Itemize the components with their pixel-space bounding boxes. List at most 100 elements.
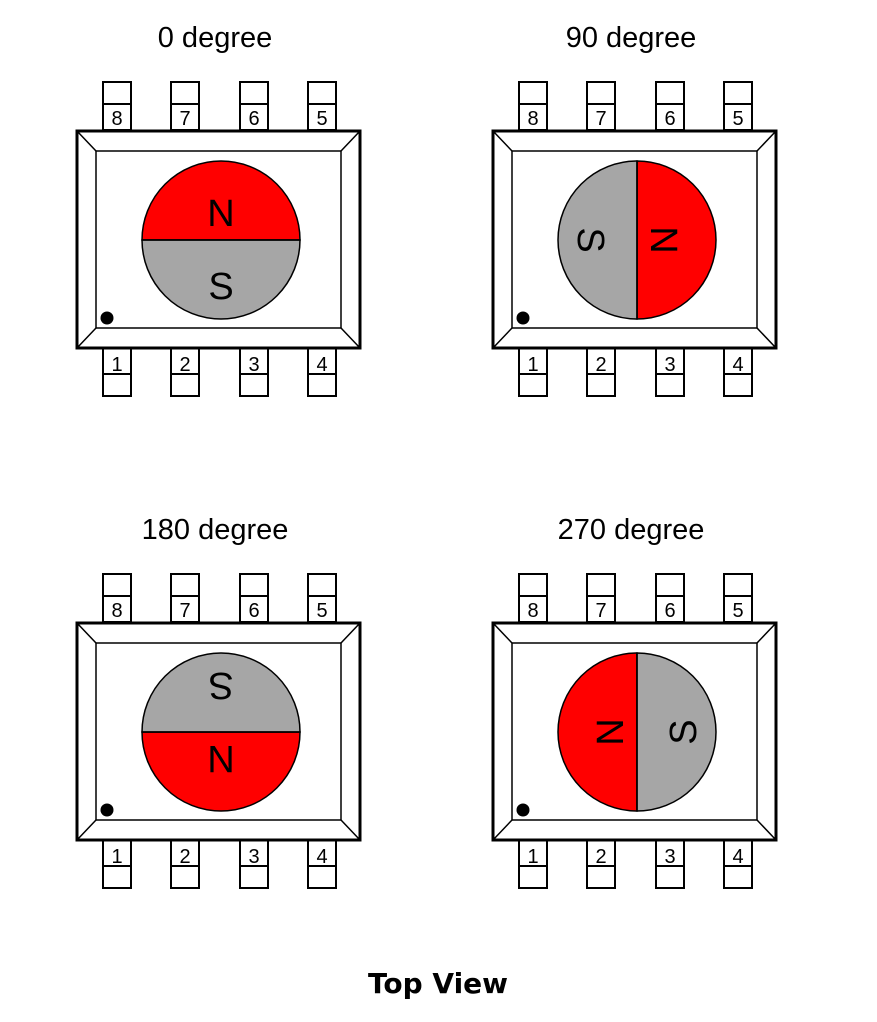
pin-3: 3 xyxy=(239,347,269,397)
pin-1: 1 xyxy=(518,347,548,397)
pin-7: 7 xyxy=(586,81,616,131)
pin-label: 1 xyxy=(527,846,538,868)
pin-label: 3 xyxy=(248,354,259,376)
diametric-magnet: NS xyxy=(141,160,301,320)
pin1-indicator-dot xyxy=(516,311,530,325)
pin-label: 7 xyxy=(179,600,190,622)
pin-6: 6 xyxy=(655,81,685,131)
south-pole-half xyxy=(557,160,638,320)
pin-label: 4 xyxy=(732,354,743,376)
pin-2: 2 xyxy=(170,839,200,889)
pin-label: 5 xyxy=(316,600,327,622)
pin-label: 1 xyxy=(111,354,122,376)
pin1-indicator-dot xyxy=(100,311,114,325)
pin-4: 4 xyxy=(723,839,753,889)
pin-label: 2 xyxy=(595,846,606,868)
pin-5: 5 xyxy=(723,573,753,623)
pin-label: 2 xyxy=(179,846,190,868)
pin-4: 4 xyxy=(723,347,753,397)
pin-label: 8 xyxy=(111,600,122,622)
pin-label: 8 xyxy=(527,108,538,130)
pin-4: 4 xyxy=(307,347,337,397)
pin-label: 4 xyxy=(316,846,327,868)
pin-label: 5 xyxy=(732,108,743,130)
pin-label: 6 xyxy=(248,600,259,622)
pin-1: 1 xyxy=(102,839,132,889)
chip-panel-1: 90 degree 8 7 6 5 1 2 3 4 N S xyxy=(416,0,877,420)
pin-5: 5 xyxy=(307,573,337,623)
pin-label: 6 xyxy=(248,108,259,130)
pin-3: 3 xyxy=(655,347,685,397)
pin-label: 7 xyxy=(595,108,606,130)
pin-2: 2 xyxy=(586,347,616,397)
south-label: S xyxy=(663,719,705,744)
pin-7: 7 xyxy=(170,573,200,623)
pin-label: 3 xyxy=(248,846,259,868)
pin-label: 6 xyxy=(664,600,675,622)
panel-title: 180 degree xyxy=(141,514,289,546)
north-label: N xyxy=(642,226,684,253)
panel-title: 0 degree xyxy=(157,22,273,54)
pin-label: 3 xyxy=(664,846,675,868)
north-pole-half xyxy=(636,160,717,320)
north-label: N xyxy=(590,718,632,745)
south-pole-half xyxy=(141,652,301,733)
south-pole-half xyxy=(141,239,301,320)
pin-8: 8 xyxy=(518,573,548,623)
pin1-indicator-dot xyxy=(100,803,114,817)
pin-label: 6 xyxy=(664,108,675,130)
south-label: S xyxy=(569,227,611,252)
pin-8: 8 xyxy=(518,81,548,131)
pin-3: 3 xyxy=(239,839,269,889)
south-label: S xyxy=(208,266,233,308)
chip-panel-0: 0 degree 8 7 6 5 1 2 3 4 N S xyxy=(0,0,461,420)
pin-label: 1 xyxy=(111,846,122,868)
pin-5: 5 xyxy=(307,81,337,131)
pin-6: 6 xyxy=(655,573,685,623)
caption-top-view: Top View xyxy=(367,967,509,1000)
pin-label: 5 xyxy=(732,600,743,622)
chip-panel-2: 180 degree 8 7 6 5 1 2 3 4 N S xyxy=(0,492,461,912)
pin-3: 3 xyxy=(655,839,685,889)
pin-2: 2 xyxy=(170,347,200,397)
panel-title: 90 degree xyxy=(565,22,697,54)
pin-label: 4 xyxy=(316,354,327,376)
package-body xyxy=(491,621,778,842)
pin-label: 3 xyxy=(664,354,675,376)
south-label: S xyxy=(208,664,233,706)
pin-label: 4 xyxy=(732,846,743,868)
pin-1: 1 xyxy=(518,839,548,889)
pin-label: 2 xyxy=(595,354,606,376)
chip-package-drawing: 8 7 6 5 1 2 3 4 NS xyxy=(75,81,362,397)
panel-title: 270 degree xyxy=(557,514,705,546)
pin-7: 7 xyxy=(170,81,200,131)
pin-label: 8 xyxy=(527,600,538,622)
pin-label: 5 xyxy=(316,108,327,130)
pin-7: 7 xyxy=(586,573,616,623)
pin-4: 4 xyxy=(307,839,337,889)
diametric-magnet: NS xyxy=(141,652,301,812)
pin-1: 1 xyxy=(102,347,132,397)
pin-6: 6 xyxy=(239,573,269,623)
chip-panel-3: 270 degree 8 7 6 5 1 2 3 4 N S xyxy=(416,492,877,912)
pin1-indicator-dot xyxy=(516,803,530,817)
pin-8: 8 xyxy=(102,81,132,131)
pin-label: 7 xyxy=(179,108,190,130)
pin-8: 8 xyxy=(102,573,132,623)
pin-2: 2 xyxy=(586,839,616,889)
north-label: N xyxy=(207,737,234,779)
north-pole-half xyxy=(141,731,301,812)
pin-6: 6 xyxy=(239,81,269,131)
chip-package-drawing: 8 7 6 5 1 2 3 4 NS xyxy=(75,573,362,889)
pin-label: 7 xyxy=(595,600,606,622)
pin-label: 1 xyxy=(527,354,538,376)
north-pole-half xyxy=(141,160,301,241)
diametric-magnet: NS xyxy=(557,160,717,320)
pin-label: 2 xyxy=(179,354,190,376)
north-label: N xyxy=(207,193,234,235)
south-pole-half xyxy=(636,652,717,812)
pin-label: 8 xyxy=(111,108,122,130)
